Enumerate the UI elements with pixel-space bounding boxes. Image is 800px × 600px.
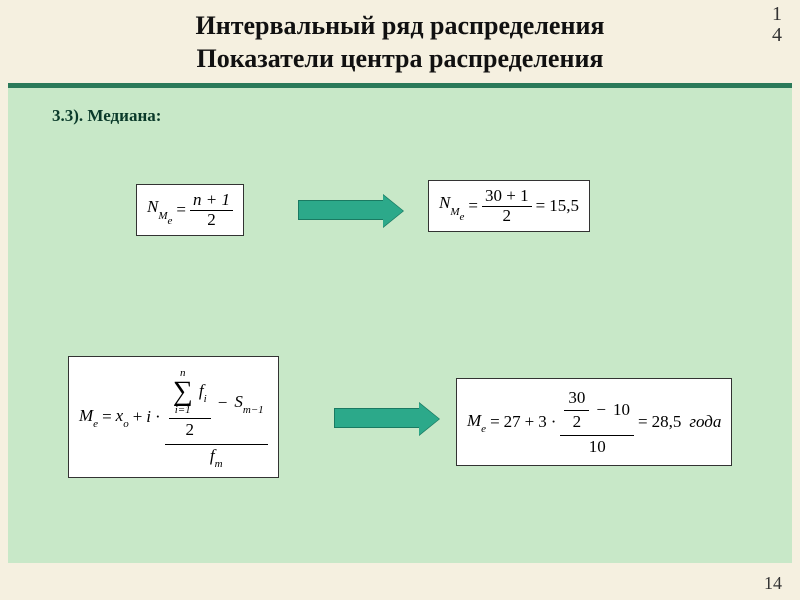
equals-4b: = [638,412,648,432]
arrow-icon [298,200,386,220]
page-number-top-2: 4 [772,24,782,46]
f1-lhs: NMe [147,197,172,223]
equals-4a: = [490,412,500,432]
dot-4: · [551,412,557,432]
f3-xo: xo [116,406,129,428]
arrow-icon [334,408,422,428]
page-title: Интервальный ряд распределения Показател… [40,10,760,75]
equals-3: = [102,407,112,427]
f3-sm: Sm−1 [234,393,263,414]
section-label: 3.3). Медиана: [52,106,161,126]
sigma-icon: ∑ [173,379,193,404]
f4-unit: года [689,412,721,432]
minus-4: − [596,401,606,420]
f3-i: i [146,407,151,427]
formula-box-me: Me = xo + i · n [68,356,279,478]
f4-minus: 10 [613,401,630,420]
page-number-top: 1 4 [772,4,782,46]
f4-b: 3 [538,412,547,432]
equals-2b: = [536,196,546,216]
title-line-2: Показатели центра распределения [197,44,604,73]
f4-result: 28,5 [652,412,682,432]
equals-1: = [176,200,186,220]
formula-box-nme: NMe = n + 1 2 [136,184,244,236]
plus-3: + [133,407,143,427]
minus-3: − [218,394,228,413]
title-line-1: Интервальный ряд распределения [195,11,604,40]
f3-inner-fraction: n ∑ i=1 fi 2 [169,365,211,442]
f1-fraction: n + 1 2 [190,191,233,229]
page-number-bottom: 14 [764,573,782,594]
f4-a: 27 [504,412,521,432]
f2-lhs: NMe [439,193,464,219]
page-number-top-1: 1 [772,3,782,25]
plus-4: + [525,412,535,432]
f4-inner-fraction: 30 2 [564,387,589,433]
content-panel: 3.3). Медиана: NMe = n + 1 2 NMe [8,83,792,563]
dot-3: · [155,407,161,427]
slide-outer: 1 4 Интервальный ряд распределения Показ… [0,0,800,600]
f2-fraction: 30 + 1 2 [482,187,532,225]
formula-box-me-calc: Me = 27 + 3 · 30 2 − 10 [456,378,732,466]
f4-lhs: Me [467,411,486,433]
formula-box-nme-calc: NMe = 30 + 1 2 = 15,5 [428,180,590,232]
f3-outer-fraction: n ∑ i=1 fi 2 − [165,363,268,471]
f2-result: 15,5 [549,196,579,216]
f3-lhs: Me [79,406,98,428]
equals-2a: = [468,196,478,216]
f4-outer-fraction: 30 2 − 10 10 [560,385,634,459]
header: 1 4 Интервальный ряд распределения Показ… [0,0,800,81]
f3-sum: n ∑ i=1 [173,367,193,416]
